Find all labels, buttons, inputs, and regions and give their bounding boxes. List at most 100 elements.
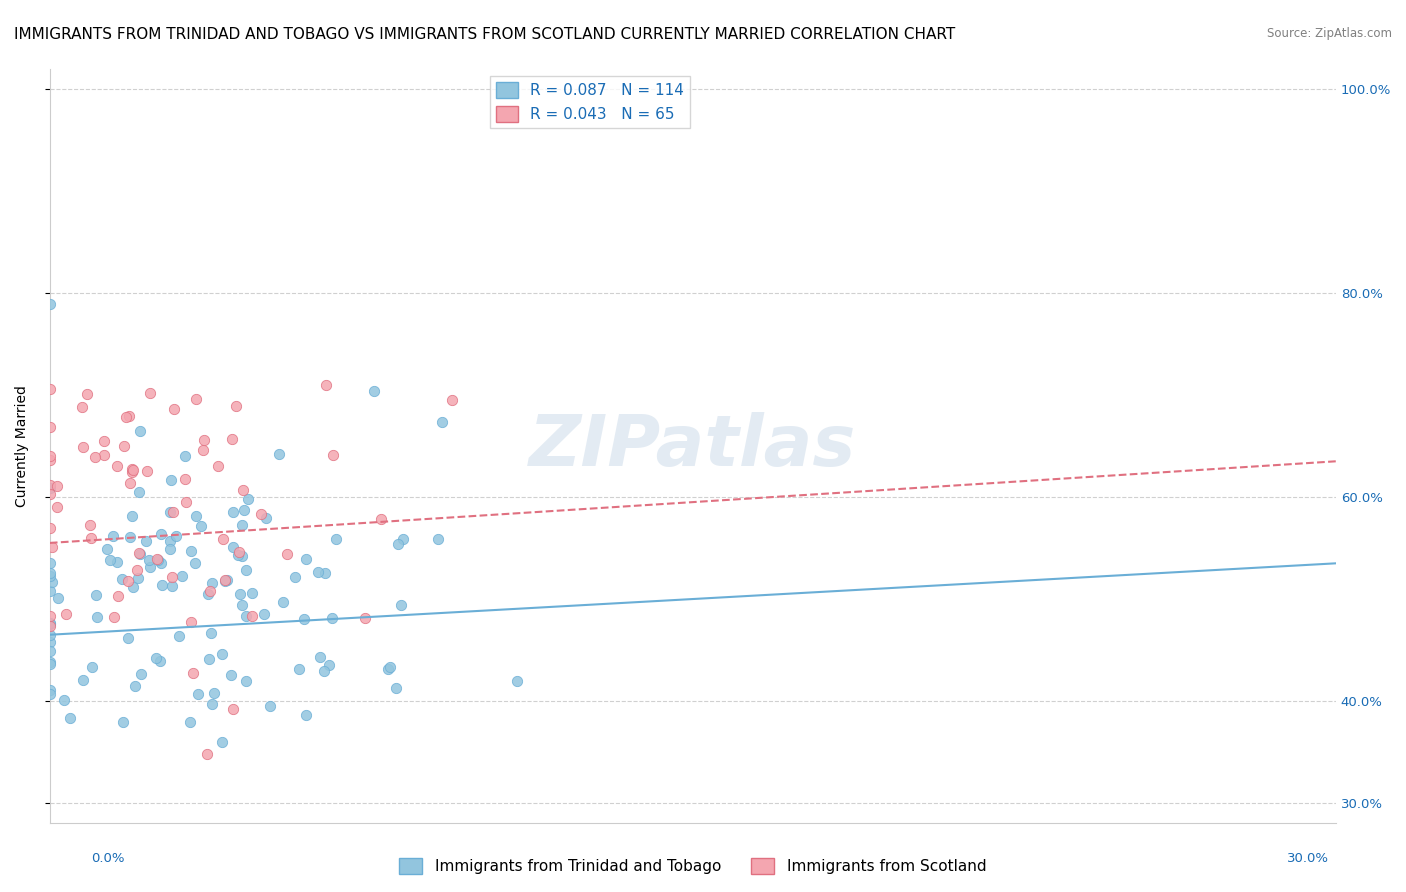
Point <box>276 548 298 562</box>
Point <box>135 464 157 478</box>
Point <box>314 664 336 678</box>
Point <box>117 631 139 645</box>
Point <box>38 566 60 580</box>
Point <box>215 573 238 587</box>
Point <box>150 526 173 541</box>
Point <box>238 491 260 506</box>
Point <box>318 657 340 672</box>
Point <box>38 569 60 583</box>
Point <box>233 503 256 517</box>
Y-axis label: Currently Married: Currently Married <box>15 385 30 507</box>
Point <box>59 711 82 725</box>
Point <box>127 571 149 585</box>
Point <box>308 649 330 664</box>
Point <box>284 569 307 583</box>
Legend: R = 0.087   N = 114, R = 0.043   N = 65: R = 0.087 N = 114, R = 0.043 N = 65 <box>491 76 690 128</box>
Point <box>229 587 252 601</box>
Point <box>149 655 172 669</box>
Point <box>121 461 143 475</box>
Point <box>101 529 124 543</box>
Point <box>321 611 343 625</box>
Point <box>427 532 450 546</box>
Point <box>159 505 181 519</box>
Point <box>135 533 157 548</box>
Point <box>118 530 141 544</box>
Point <box>121 465 143 479</box>
Point <box>173 473 195 487</box>
Point <box>221 433 243 447</box>
Point <box>441 393 464 408</box>
Point <box>322 448 344 462</box>
Point <box>179 715 201 730</box>
Point <box>86 610 108 624</box>
Point <box>202 686 225 700</box>
Point <box>294 708 316 723</box>
Point <box>186 508 208 523</box>
Point <box>38 297 60 311</box>
Point <box>38 419 60 434</box>
Point <box>159 534 181 549</box>
Point <box>38 556 60 570</box>
Point <box>139 560 162 574</box>
Point <box>38 487 60 501</box>
Point <box>72 673 94 688</box>
Point <box>180 544 202 558</box>
Point <box>38 687 60 701</box>
Point <box>121 509 143 524</box>
Point <box>93 434 115 449</box>
Point <box>38 683 60 698</box>
Text: ZIPatlas: ZIPatlas <box>529 411 856 481</box>
Point <box>231 598 253 612</box>
Point <box>353 610 375 624</box>
Point <box>55 607 77 622</box>
Point <box>38 657 60 671</box>
Point <box>225 399 247 413</box>
Point <box>190 519 212 533</box>
Point <box>197 652 219 666</box>
Point <box>129 547 152 561</box>
Point <box>38 450 60 464</box>
Point <box>180 615 202 629</box>
Point <box>207 459 229 474</box>
Point <box>105 458 128 473</box>
Text: 0.0%: 0.0% <box>91 852 125 865</box>
Point <box>292 612 315 626</box>
Point <box>294 552 316 566</box>
Text: 30.0%: 30.0% <box>1286 852 1329 865</box>
Point <box>45 500 67 515</box>
Point <box>93 448 115 462</box>
Point <box>145 651 167 665</box>
Point <box>181 666 204 681</box>
Point <box>172 569 194 583</box>
Point <box>231 549 253 563</box>
Point <box>122 463 145 477</box>
Point <box>249 507 271 521</box>
Point <box>138 552 160 566</box>
Point <box>387 537 409 551</box>
Point <box>150 556 173 570</box>
Point <box>211 735 233 749</box>
Point <box>307 565 329 579</box>
Point <box>70 400 93 414</box>
Point <box>124 680 146 694</box>
Point <box>240 608 263 623</box>
Point <box>112 439 135 453</box>
Point <box>111 572 134 586</box>
Point <box>228 545 250 559</box>
Point <box>287 662 309 676</box>
Point <box>38 616 60 631</box>
Point <box>38 628 60 642</box>
Point <box>38 383 60 397</box>
Point <box>118 409 141 423</box>
Point <box>159 474 181 488</box>
Point <box>174 450 197 464</box>
Point <box>160 579 183 593</box>
Point <box>45 479 67 493</box>
Point <box>259 699 281 714</box>
Point <box>146 552 169 566</box>
Point <box>221 702 243 716</box>
Point <box>107 589 129 603</box>
Point <box>167 629 190 643</box>
Point <box>214 574 236 588</box>
Point <box>184 556 207 570</box>
